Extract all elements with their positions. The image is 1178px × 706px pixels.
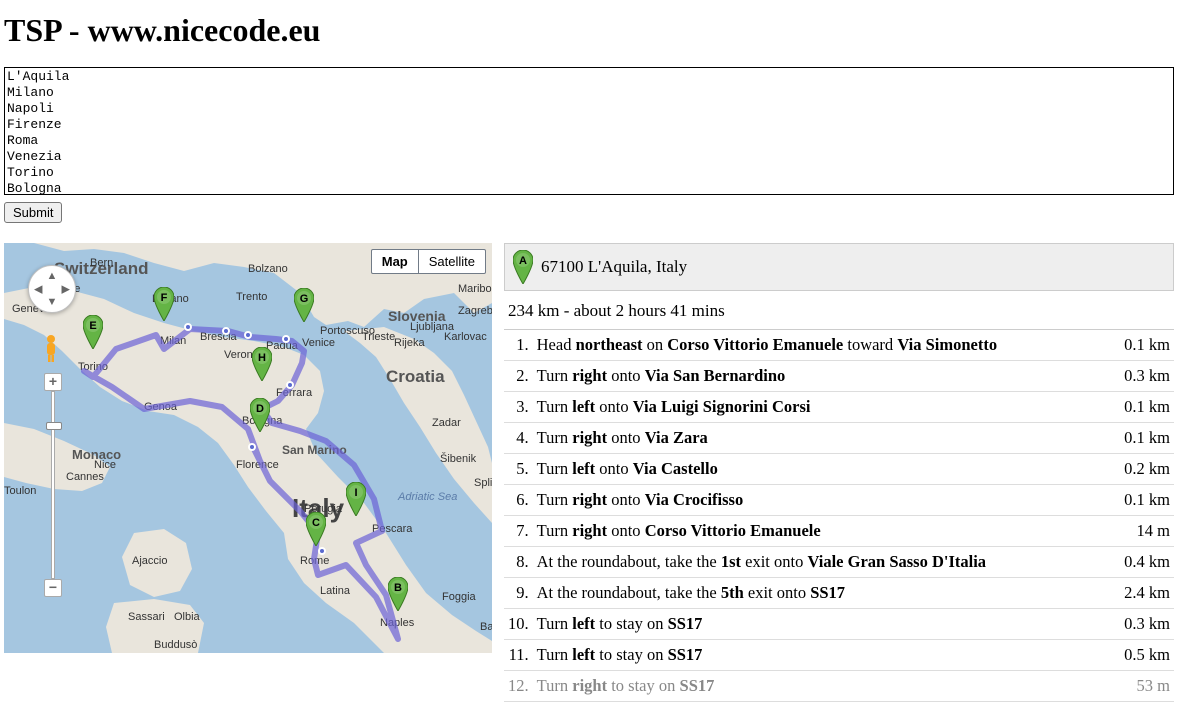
map-marker-h[interactable]: H (252, 347, 272, 381)
step-number: 11. (504, 640, 533, 671)
submit-button[interactable]: Submit (4, 202, 62, 223)
step-distance: 0.2 km (1104, 454, 1174, 485)
step-number: 12. (504, 671, 533, 702)
pegman-icon[interactable] (41, 333, 61, 363)
svg-text:B: B (394, 582, 402, 594)
step-number: 3. (504, 392, 533, 423)
svg-text:E: E (89, 320, 96, 332)
destination-header: A 67100 L'Aquila, Italy (504, 243, 1174, 291)
map-marker-f[interactable]: F (154, 287, 174, 321)
route-summary: 234 km - about 2 hours 41 mins (504, 291, 1174, 330)
direction-step[interactable]: 2.Turn right onto Via San Bernardino0.3 … (504, 361, 1174, 392)
map-marker-g[interactable]: G (294, 288, 314, 322)
svg-text:F: F (161, 292, 168, 304)
route-waypoint-dot (222, 327, 230, 335)
svg-text:I: I (354, 487, 357, 499)
map-type-satellite[interactable]: Satellite (418, 250, 485, 273)
direction-step[interactable]: 10.Turn left to stay on SS170.3 km (504, 609, 1174, 640)
route-waypoint-dot (286, 381, 294, 389)
pan-right-icon[interactable]: ▶ (62, 283, 70, 296)
step-number: 1. (504, 330, 533, 361)
step-distance: 0.1 km (1104, 330, 1174, 361)
route-waypoint-dot (282, 335, 290, 343)
direction-step[interactable]: 12.Turn right to stay on SS1753 m (504, 671, 1174, 702)
map-marker-e[interactable]: E (83, 315, 103, 349)
step-instruction: At the roundabout, take the 5th exit ont… (533, 578, 1104, 609)
destination-title: 67100 L'Aquila, Italy (541, 257, 687, 277)
svg-text:A: A (519, 255, 527, 267)
step-instruction: Turn right onto Via San Bernardino (533, 361, 1104, 392)
zoom-handle[interactable] (46, 422, 62, 430)
svg-text:D: D (256, 403, 264, 415)
page-title: TSP - www.nicecode.eu (4, 12, 1174, 49)
step-distance: 0.5 km (1104, 640, 1174, 671)
direction-step[interactable]: 9.At the roundabout, take the 5th exit o… (504, 578, 1174, 609)
map-marker-d[interactable]: D (250, 398, 270, 432)
step-distance: 0.1 km (1104, 392, 1174, 423)
step-number: 9. (504, 578, 533, 609)
route-waypoint-dot (184, 323, 192, 331)
step-distance: 14 m (1104, 516, 1174, 547)
step-instruction: Turn left onto Via Castello (533, 454, 1104, 485)
direction-step[interactable]: 1.Head northeast on Corso Vittorio Emanu… (504, 330, 1174, 361)
step-number: 6. (504, 485, 533, 516)
step-number: 10. (504, 609, 533, 640)
cities-input[interactable]: L'Aquila Milano Napoli Firenze Roma Vene… (4, 67, 1174, 195)
route-waypoint-dot (248, 443, 256, 451)
step-number: 7. (504, 516, 533, 547)
zoom-out-button[interactable]: − (44, 579, 62, 597)
step-instruction: Turn left onto Via Luigi Signorini Corsi (533, 392, 1104, 423)
route-waypoint-dot (318, 547, 326, 555)
step-distance: 0.1 km (1104, 485, 1174, 516)
map-marker-b[interactable]: B (388, 577, 408, 611)
step-distance: 0.3 km (1104, 361, 1174, 392)
step-distance: 0.3 km (1104, 609, 1174, 640)
step-instruction: Turn right onto Via Zara (533, 423, 1104, 454)
zoom-control: + − (44, 373, 62, 597)
map[interactable]: Map Satellite ▲ ▼ ▶ ◀ + − BCDEFGHISwitze… (4, 243, 492, 653)
svg-text:C: C (312, 517, 320, 529)
svg-text:H: H (258, 352, 266, 364)
step-number: 4. (504, 423, 533, 454)
step-distance: 2.4 km (1104, 578, 1174, 609)
step-instruction: Head northeast on Corso Vittorio Emanuel… (533, 330, 1104, 361)
step-instruction: Turn right to stay on SS17 (533, 671, 1104, 702)
direction-step[interactable]: 3.Turn left onto Via Luigi Signorini Cor… (504, 392, 1174, 423)
step-instruction: Turn left to stay on SS17 (533, 609, 1104, 640)
step-instruction: Turn left to stay on SS17 (533, 640, 1104, 671)
direction-step[interactable]: 5.Turn left onto Via Castello0.2 km (504, 454, 1174, 485)
pan-down-icon[interactable]: ▼ (47, 296, 58, 308)
step-distance: 53 m (1104, 671, 1174, 702)
zoom-in-button[interactable]: + (44, 373, 62, 391)
step-instruction: Turn right onto Via Crocifisso (533, 485, 1104, 516)
direction-step[interactable]: 4.Turn right onto Via Zara0.1 km (504, 423, 1174, 454)
step-instruction: At the roundabout, take the 1st exit ont… (533, 547, 1104, 578)
direction-step[interactable]: 7.Turn right onto Corso Vittorio Emanuel… (504, 516, 1174, 547)
directions-panel: A 67100 L'Aquila, Italy 234 km - about 2… (504, 243, 1174, 702)
pan-control[interactable]: ▲ ▼ ▶ ◀ (28, 265, 76, 313)
step-number: 5. (504, 454, 533, 485)
pan-up-icon[interactable]: ▲ (47, 270, 58, 282)
destination-marker-icon: A (513, 250, 533, 284)
pan-left-icon[interactable]: ◀ (34, 283, 42, 296)
step-number: 2. (504, 361, 533, 392)
step-instruction: Turn right onto Corso Vittorio Emanuele (533, 516, 1104, 547)
map-type-map[interactable]: Map (372, 250, 418, 273)
map-marker-c[interactable]: C (306, 512, 326, 546)
step-number: 8. (504, 547, 533, 578)
map-marker-i[interactable]: I (346, 482, 366, 516)
direction-step[interactable]: 6.Turn right onto Via Crocifisso0.1 km (504, 485, 1174, 516)
zoom-slider[interactable] (51, 391, 55, 579)
svg-text:G: G (300, 293, 309, 305)
direction-step[interactable]: 8.At the roundabout, take the 1st exit o… (504, 547, 1174, 578)
route-waypoint-dot (244, 331, 252, 339)
directions-steps-table: 1.Head northeast on Corso Vittorio Emanu… (504, 330, 1174, 702)
step-distance: 0.1 km (1104, 423, 1174, 454)
direction-step[interactable]: 11.Turn left to stay on SS170.5 km (504, 640, 1174, 671)
step-distance: 0.4 km (1104, 547, 1174, 578)
map-type-control: Map Satellite (371, 249, 486, 274)
